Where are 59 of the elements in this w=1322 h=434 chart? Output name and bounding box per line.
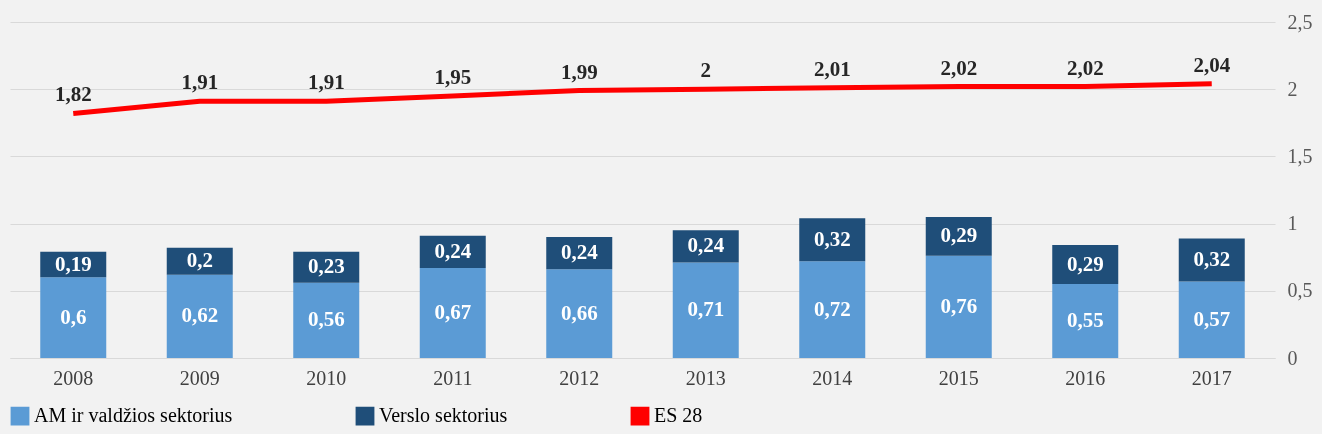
y-tick-label: 1	[1287, 212, 1298, 235]
legend-label: Verslo sektorius	[379, 404, 508, 427]
data-label: 0,24	[687, 233, 725, 258]
x-tick-label: 2008	[53, 366, 94, 389]
bar	[166, 274, 233, 358]
y-tick-label: 2	[1287, 77, 1298, 100]
data-label: 0,67	[434, 299, 472, 324]
data-label: 2,02	[940, 55, 978, 80]
y-tick-label: 2,5	[1287, 10, 1313, 33]
x-tick-label: 2015	[938, 366, 979, 389]
bar	[799, 261, 866, 358]
x-tick-label: 2009	[179, 366, 220, 389]
data-label: 2,01	[813, 56, 851, 81]
data-label: 0,24	[434, 238, 472, 263]
data-label: 0,23	[307, 254, 345, 279]
data-label: 1,95	[434, 64, 472, 89]
x-tick-label: 2010	[306, 366, 347, 389]
data-label: 0,62	[181, 303, 219, 328]
legend-label: ES 28	[654, 404, 703, 427]
bar	[1178, 281, 1245, 358]
data-label: 0,29	[1066, 251, 1104, 276]
legend-label: AM ir valdžios sektorius	[34, 404, 233, 427]
data-label: 0,66	[560, 300, 598, 325]
x-tick-label: 2012	[559, 366, 600, 389]
x-tick-label: 2014	[812, 366, 853, 389]
data-label: 0,6	[60, 304, 87, 329]
y-tick-label: 0	[1287, 346, 1298, 369]
data-label: 1,82	[54, 82, 92, 107]
y-tick-label: 1,5	[1287, 144, 1313, 167]
data-label: 0,32	[1193, 246, 1231, 271]
data-label: 1,99	[560, 59, 598, 84]
bar	[672, 262, 739, 358]
data-label: 1,91	[307, 70, 345, 95]
data-label: 0,71	[687, 297, 725, 322]
data-label: 2,04	[1193, 52, 1231, 77]
bar	[925, 255, 992, 358]
x-tick-label: 2017	[1191, 366, 1232, 389]
data-label: 0,24	[560, 240, 599, 265]
bar	[293, 282, 360, 358]
y-tick-label: 0,5	[1287, 279, 1313, 302]
data-label: 0,76	[940, 293, 978, 318]
data-label: 0,55	[1066, 308, 1104, 333]
x-tick-label: 2011	[433, 366, 473, 389]
bar	[546, 269, 613, 358]
data-label: 0,19	[54, 251, 92, 276]
data-label: 2	[700, 58, 711, 83]
bar	[1052, 284, 1119, 358]
bar	[40, 277, 107, 358]
data-label: 0,32	[813, 226, 851, 251]
data-label: 0,56	[307, 307, 345, 332]
x-tick-label: 2016	[1065, 366, 1106, 389]
data-label: 0,72	[813, 296, 851, 321]
data-label: 0,29	[940, 223, 978, 248]
data-label: 1,91	[181, 70, 219, 95]
data-label: 0,2	[186, 248, 213, 273]
data-label: 0,57	[1193, 306, 1231, 331]
bar	[419, 267, 486, 358]
data-label: 2,02	[1066, 55, 1104, 80]
x-tick-label: 2013	[685, 366, 726, 389]
